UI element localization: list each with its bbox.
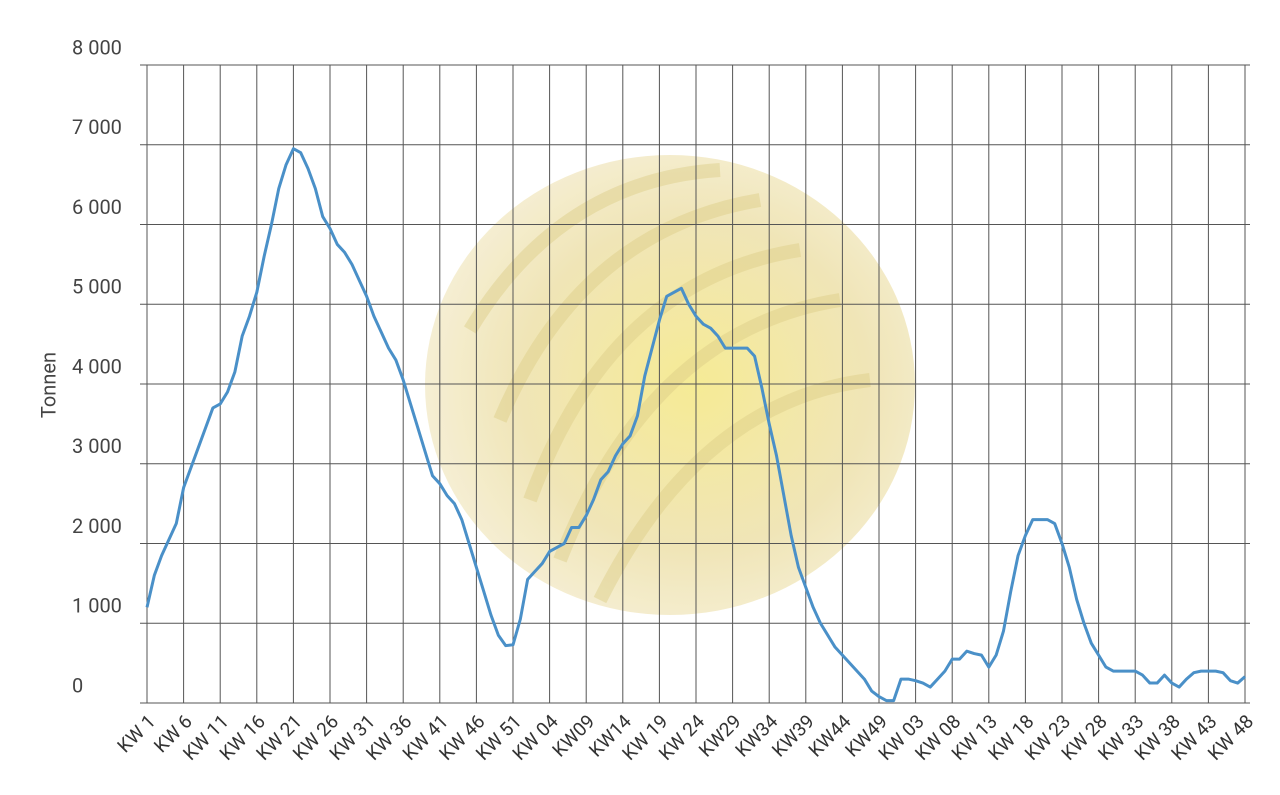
y-tick-label: 7 000 [72,115,122,139]
y-tick-label: 5 000 [72,275,122,299]
y-tick-label: 8 000 [72,35,122,59]
x-tick-label: KW 1 [113,710,160,757]
y-tick-label: 1 000 [72,594,122,618]
y-tick-label: 6 000 [72,195,122,219]
data-line [145,147,1246,703]
y-axis-label: Tonnen [36,352,60,418]
y-tick-label: 2 000 [72,514,122,538]
y-tick-label: 0 [72,673,83,697]
y-tick-label: 4 000 [72,354,122,378]
y-tick-label: 3 000 [72,434,122,458]
butter-illustration [425,155,915,615]
